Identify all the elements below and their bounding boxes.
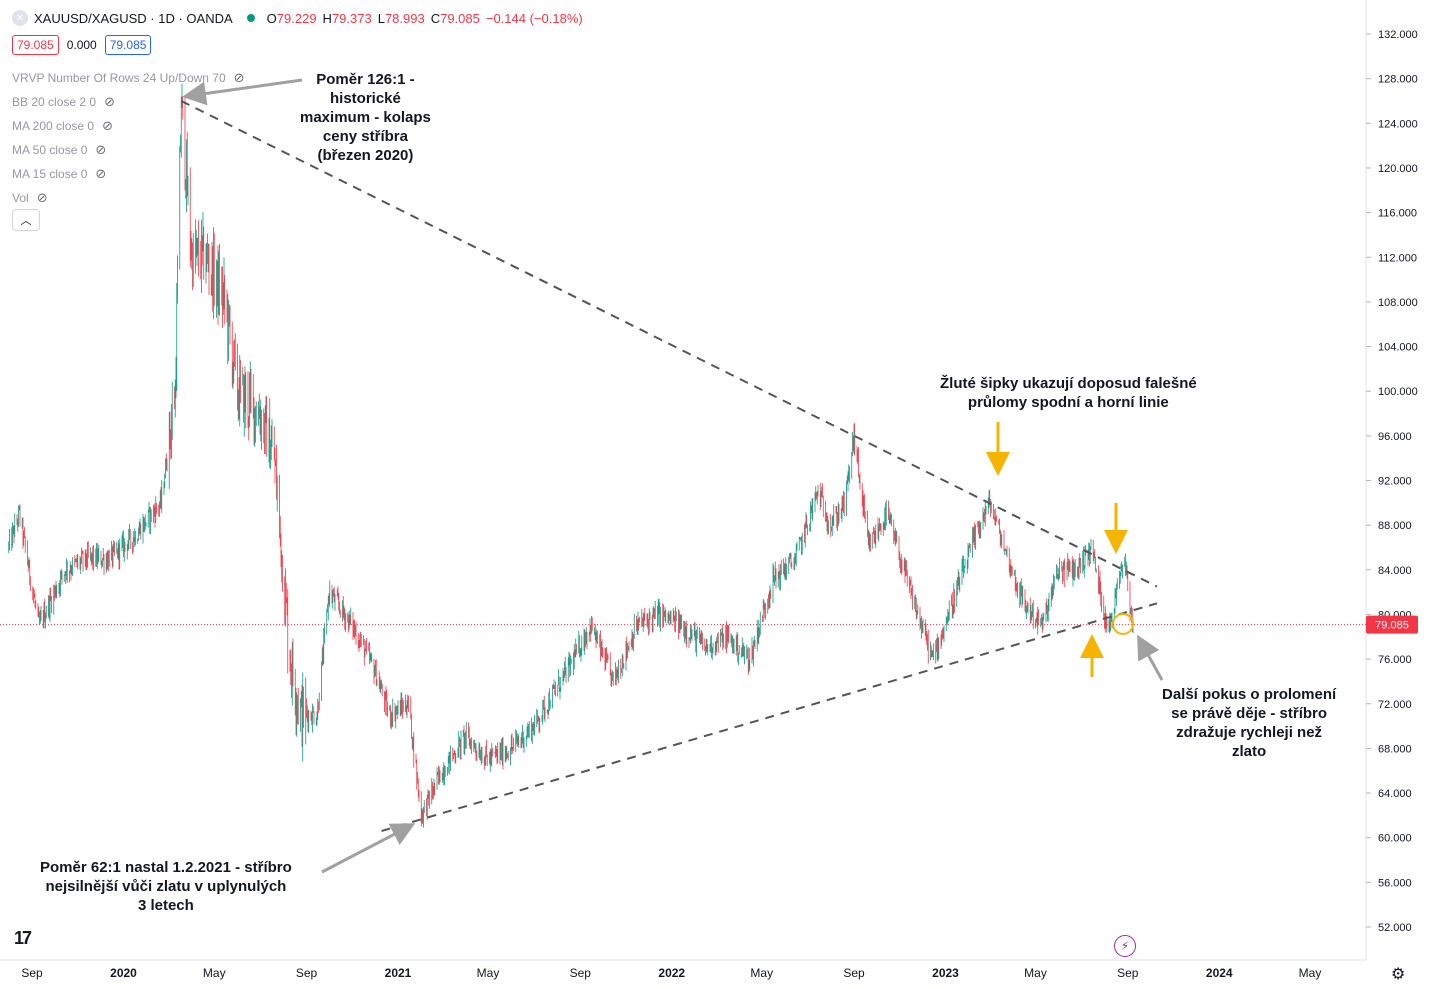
eye-off-icon[interactable]: ⊘: [95, 166, 107, 181]
annotation-top: Poměr 126:1 - historické maximum - kolaps c…: [300, 71, 431, 164]
tradingview-logo[interactable]: 17: [14, 928, 32, 948]
trendline-upper[interactable]: [180, 100, 1158, 588]
gear-icon[interactable]: ⚙: [1391, 966, 1406, 983]
current-breakout-circle: [1112, 613, 1134, 635]
arrow-to-peak: [182, 78, 303, 106]
annotation-arrows: [182, 78, 1164, 874]
x-tick-label: May: [750, 966, 773, 980]
indicator-label: VRVP Number Of Rows 24 Up/Down 70: [12, 71, 226, 85]
y-tick-label: 64.000: [1378, 788, 1412, 800]
indicator-legend: VRVP Number Of Rows 24 Up/Down 70 ⊘ BB 20…: [12, 66, 245, 210]
indicator-label: MA 200 close 0: [12, 119, 95, 133]
open-label: O: [266, 10, 277, 26]
y-tick-label: 128.000: [1378, 74, 1418, 86]
y-tick-label: 72.000: [1378, 699, 1412, 711]
sell-price-box[interactable]: 79.085: [12, 35, 59, 55]
y-tick-label: 104.000: [1378, 342, 1418, 354]
indicator-ma15[interactable]: MA 15 close 0 ⊘: [12, 162, 245, 186]
arrow-to-current: [1137, 634, 1164, 681]
y-tick-label: 124.000: [1378, 118, 1418, 130]
eye-off-icon[interactable]: ⊘: [104, 94, 115, 109]
x-tick-label: Sep: [1117, 966, 1139, 980]
y-tick-label: 120.000: [1378, 163, 1418, 175]
change-value: −0.144 (−0.18%): [485, 10, 583, 26]
eye-off-icon[interactable]: ⊘: [233, 70, 245, 85]
y-tick-label: 100.000: [1378, 386, 1418, 398]
y-tick-label: 68.000: [1378, 743, 1412, 755]
trendlines: [180, 100, 1158, 832]
y-tick-label: 60.000: [1378, 833, 1412, 845]
annotation-yellow-arrows: Žluté šipky ukazují doposud falešné průlo…: [940, 375, 1197, 411]
y-tick-label: 88.000: [1378, 520, 1412, 532]
current-price-label-bg: [1366, 615, 1418, 634]
y-tick-label: 92.000: [1378, 476, 1412, 488]
x-tick-label: May: [1024, 966, 1047, 980]
eye-off-icon[interactable]: ⊘: [95, 142, 107, 157]
indicator-vol[interactable]: Vol ⊘: [12, 186, 245, 210]
arrow-to-low: [321, 823, 416, 874]
x-tick-label: May: [203, 966, 226, 980]
price-boxes: 79.085 0.000 79.085: [12, 35, 152, 55]
indicator-label: BB 20 close 2 0: [12, 95, 97, 109]
symbol-header: ✕ XAUUSD/XAGUSD · 1D · OANDA O 79.229 H 79…: [12, 8, 589, 28]
close-label: C: [430, 10, 441, 26]
indicator-ma50[interactable]: MA 50 close 0 ⊘: [12, 138, 245, 162]
indicator-vrvp[interactable]: VRVP Number Of Rows 24 Up/Down 70 ⊘: [12, 66, 245, 90]
lightning-icon[interactable]: ⚡: [1114, 935, 1136, 957]
x-tick-label: 2022: [658, 966, 685, 980]
high-label: H: [322, 10, 332, 26]
price-axis[interactable]: 132.000 128.000 124.000 120.000 116.000 112.0…: [1366, 29, 1418, 934]
x-tick-label: Sep: [843, 966, 865, 980]
x-tick-label: 2021: [385, 966, 412, 980]
eye-off-icon[interactable]: ⊘: [36, 190, 48, 205]
market-status-icon: [246, 14, 255, 22]
low-value: 78.993: [384, 10, 425, 26]
current-price-label: 79.085: [1375, 620, 1409, 632]
time-axis[interactable]: Sep 2020 May Sep 2021 May Sep 2022 May Sep 2023 May…: [21, 966, 1321, 980]
annotation-right: Další pokus o prolomení se právě děje - s…: [1162, 686, 1337, 760]
y-tick-label: 132.000: [1378, 29, 1418, 41]
close-value: 79.085: [440, 10, 480, 26]
x-tick-label: May: [1299, 966, 1322, 980]
y-tick-label: 84.000: [1378, 565, 1412, 577]
y-tick-label: 112.000: [1378, 252, 1417, 264]
x-tick-label: May: [477, 966, 500, 980]
indicator-bb[interactable]: BB 20 close 2 0 ⊘: [12, 90, 245, 114]
x-tick-label: 2024: [1206, 966, 1233, 980]
current-price-marker: 79.085: [0, 615, 1418, 634]
open-value: 79.229: [276, 10, 317, 26]
x-tick-label: 2023: [932, 966, 959, 980]
indicator-label: MA 15 close 0: [12, 167, 88, 181]
low-label: L: [377, 10, 385, 26]
high-value: 79.373: [331, 10, 372, 26]
spread-value: 0.000: [66, 38, 97, 52]
x-tick-label: Sep: [570, 966, 592, 980]
y-tick-label: 56.000: [1378, 877, 1412, 889]
x-tick-label: Sep: [296, 966, 318, 980]
symbol-logo-icon[interactable]: ✕: [12, 10, 28, 26]
indicator-ma200[interactable]: MA 200 close 0 ⊘: [12, 114, 245, 138]
y-tick-label: 116.000: [1378, 208, 1417, 220]
y-tick-label: 76.000: [1378, 654, 1412, 666]
eye-off-icon[interactable]: ⊘: [102, 118, 113, 133]
indicator-label: Vol: [12, 191, 29, 205]
y-tick-label: 52.000: [1378, 922, 1412, 934]
annotation-bottom: Poměr 62:1 nastal 1.2.2021 - stříbro nejs…: [40, 859, 292, 914]
trendline-lower[interactable]: [381, 602, 1158, 832]
x-tick-label: Sep: [21, 966, 43, 980]
y-tick-label: 108.000: [1378, 297, 1418, 309]
x-tick-label: 2020: [110, 966, 137, 980]
collapse-legend-button[interactable]: ︿: [12, 209, 40, 231]
symbol-title[interactable]: XAUUSD/XAGUSD · 1D · OANDA: [34, 10, 233, 26]
buy-price-box[interactable]: 79.085: [104, 35, 152, 55]
indicator-label: MA 50 close 0: [12, 143, 88, 157]
y-tick-label: 96.000: [1378, 431, 1412, 443]
